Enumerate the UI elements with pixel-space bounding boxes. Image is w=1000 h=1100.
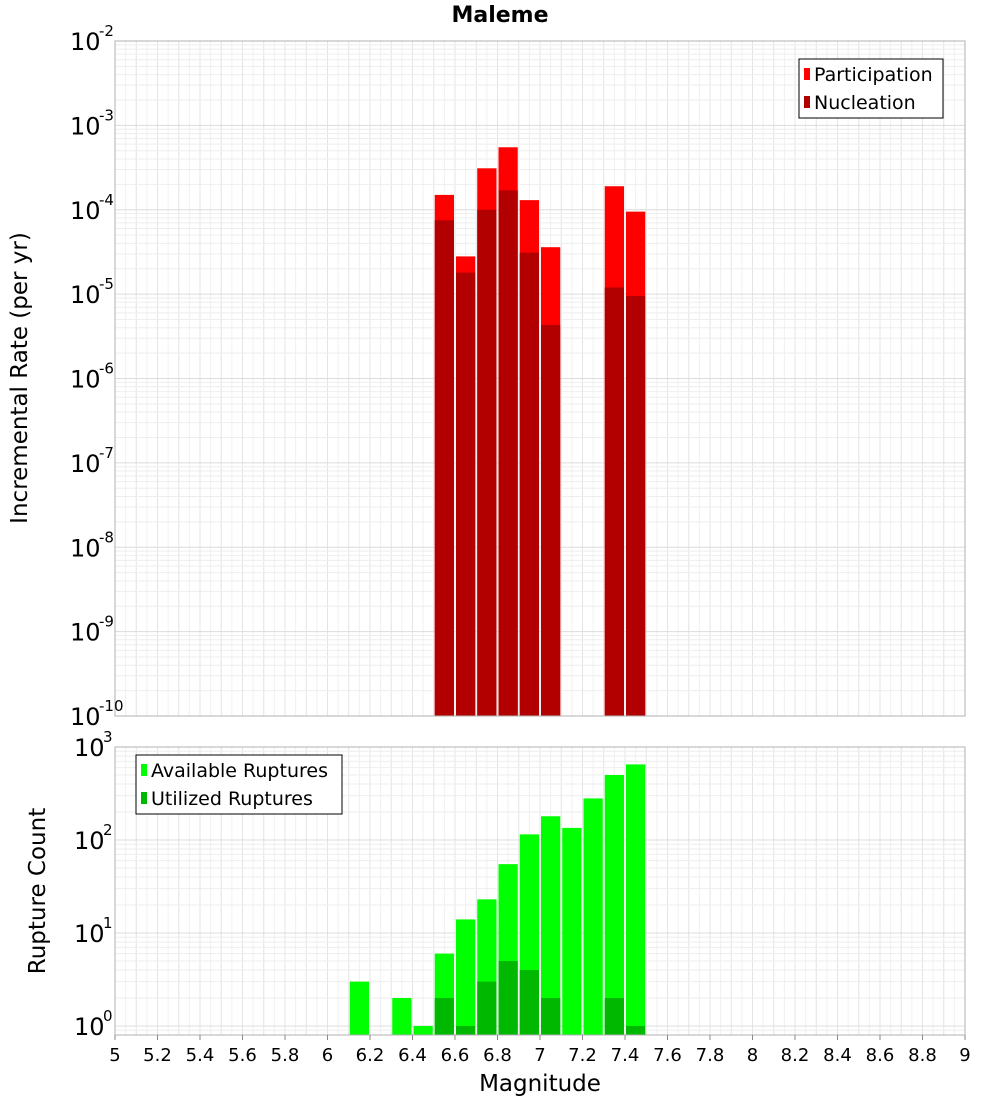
y-tick-label: 10 [70, 450, 101, 478]
x-tick-label: 6.6 [441, 1045, 470, 1066]
x-tick-label: 7.2 [568, 1045, 597, 1066]
nucleation-bar [434, 220, 454, 717]
utilized-ruptures-legend-swatch [141, 792, 147, 804]
y-tick-exponent: 3 [103, 728, 113, 746]
y-tick-exponent: -5 [99, 275, 114, 293]
x-tick-label: 7 [534, 1045, 545, 1066]
x-tick-label: 8.6 [866, 1045, 895, 1066]
rupture-bars [349, 764, 646, 1035]
nucleation-bar [498, 190, 518, 716]
x-tick-label: 5.6 [228, 1045, 257, 1066]
available-ruptures-bar [541, 816, 561, 1035]
rate-y-axis-label: Incremental Rate (per yr) [7, 232, 33, 524]
y-tick-exponent: -3 [99, 106, 114, 124]
available-ruptures-bar [626, 764, 646, 1035]
y-tick-exponent: -4 [99, 191, 114, 209]
y-tick-label: 10 [74, 1013, 105, 1041]
utilized-ruptures-bar [626, 1025, 646, 1035]
x-tick-label: 7.4 [611, 1045, 640, 1066]
rupture-legend: Available Ruptures Utilized Ruptures [135, 754, 343, 815]
y-tick-exponent: 1 [103, 914, 113, 932]
x-tick-label: 8.8 [908, 1045, 937, 1066]
x-tick-label: 6.8 [483, 1045, 512, 1066]
utilized-ruptures-bar [541, 997, 561, 1035]
y-tick-exponent: -9 [99, 613, 114, 631]
x-tick-label: 9 [959, 1045, 970, 1066]
utilized-ruptures-bar [604, 997, 624, 1035]
available-ruptures-bar [392, 997, 412, 1035]
x-tick-label: 7.8 [696, 1045, 725, 1066]
x-tick-label: 5.2 [143, 1045, 172, 1066]
y-tick-label: 10 [70, 281, 101, 309]
available-ruptures-bar [413, 1025, 433, 1035]
rupture-y-axis-label: Rupture Count [25, 808, 51, 974]
y-tick-exponent: -6 [99, 360, 114, 378]
available-ruptures-bar [583, 798, 603, 1035]
x-tick-label: 5 [109, 1045, 120, 1066]
y-tick-exponent: -7 [99, 444, 114, 462]
y-tick-exponent: 2 [103, 821, 113, 839]
y-tick-label: 10 [70, 703, 101, 731]
nucleation-bar [456, 272, 476, 716]
y-tick-label: 10 [74, 920, 105, 948]
utilized-ruptures-bar [519, 969, 539, 1035]
utilized-ruptures-bar [434, 997, 454, 1035]
y-tick-label: 10 [70, 197, 101, 225]
y-tick-exponent: -2 [99, 22, 114, 40]
y-tick-label: 10 [70, 366, 101, 394]
nucleation-bar [541, 325, 561, 716]
x-axis-label: Magnitude [479, 1071, 601, 1097]
nucleation-bar [626, 296, 646, 716]
y-tick-label: 10 [70, 28, 101, 56]
x-tick-label: 5.8 [271, 1045, 300, 1066]
x-tick-label: 5.4 [186, 1045, 215, 1066]
available-ruptures-bar [604, 774, 624, 1035]
utilized-ruptures-legend-label: Utilized Ruptures [151, 788, 313, 810]
utilized-ruptures-bar [456, 1025, 476, 1035]
rate-legend: Participation Nucleation [798, 58, 944, 119]
x-tick-label: 6.4 [398, 1045, 427, 1066]
legend-box [135, 754, 343, 815]
rate-plot-grid [114, 40, 966, 717]
y-tick-label: 10 [74, 734, 105, 762]
y-tick-exponent: -10 [99, 697, 124, 715]
available-ruptures-bar [349, 981, 369, 1035]
y-tick-exponent: -8 [99, 528, 114, 546]
legend-box [798, 58, 944, 119]
utilized-ruptures-bar [477, 981, 497, 1035]
chart-title: Maleme [451, 3, 548, 28]
participation-legend-label: Participation [814, 64, 933, 86]
x-tick-label: 6 [322, 1045, 333, 1066]
x-tick-label: 7.6 [653, 1045, 682, 1066]
nucleation-bar [604, 287, 624, 716]
y-tick-label: 10 [70, 534, 101, 562]
rate-plot-frame [114, 40, 966, 717]
nucleation-bar [477, 209, 497, 716]
available-ruptures-legend-label: Available Ruptures [151, 760, 328, 782]
available-ruptures-bar [562, 827, 582, 1035]
rate-bars [434, 147, 646, 717]
nucleation-legend-label: Nucleation [814, 92, 916, 114]
x-tick-label: 6.2 [356, 1045, 385, 1066]
x-tick-label: 8 [747, 1045, 758, 1066]
y-tick-label: 10 [74, 827, 105, 855]
available-ruptures-bar [456, 919, 476, 1035]
x-tick-label: 8.4 [823, 1045, 852, 1066]
magnitude-x-ticks: 5 5.2 5.4 5.6 5.8 6 6.2 6.4 6.6 6.8 7 7.2 7.4 7.6 7.8 8… [109, 1035, 971, 1066]
y-tick-label: 10 [70, 619, 101, 647]
y-tick-label: 10 [70, 112, 101, 140]
available-ruptures-legend-swatch [141, 764, 147, 776]
nucleation-legend-swatch [804, 96, 810, 108]
utilized-ruptures-bar [498, 960, 518, 1035]
y-tick-exponent: 0 [103, 1007, 113, 1025]
x-tick-label: 8.2 [781, 1045, 810, 1066]
participation-legend-swatch [804, 68, 810, 80]
nucleation-bar [519, 252, 539, 716]
